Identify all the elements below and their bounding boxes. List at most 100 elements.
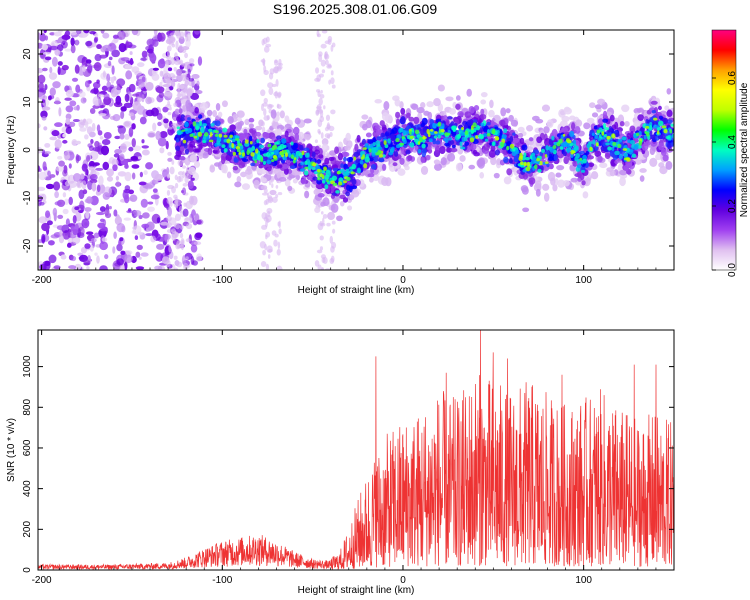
spectrogram-noise [262, 249, 266, 256]
spectrogram-noise [329, 131, 333, 137]
spectrogram-noise [74, 206, 80, 211]
spectrogram-noise [275, 185, 279, 189]
spectrogram-ridge-blob [307, 175, 313, 181]
spectrogram-noise [137, 231, 143, 236]
spectrogram-noise [184, 217, 190, 221]
spectrogram-ridge-blob [209, 165, 216, 173]
spectrogram-noise [111, 65, 115, 75]
spectrogram-noise [185, 238, 191, 243]
spectrogram-ridge-blob [289, 165, 296, 170]
spectrogram-ridge-blob [390, 135, 396, 141]
spectrogram-ridge-blob [671, 133, 674, 139]
spectrogram-noise [42, 67, 48, 72]
spectrogram-ridge-blob [513, 154, 520, 162]
spectrogram-noise [260, 59, 266, 63]
spectrogram-ridge-blob [609, 169, 616, 177]
spectrogram-ridge-blob [480, 108, 485, 115]
spectrogram-ridge-blob [548, 138, 554, 146]
spectrogram-noise [81, 180, 87, 190]
spectrogram-ridge-blob [512, 137, 520, 144]
spectrogram-ridge-blob [577, 170, 582, 179]
spectrogram-ridge-blob [277, 145, 283, 150]
spectrogram-ridge-blob [263, 153, 268, 157]
spectrogram-noise [44, 35, 49, 41]
spectrogram-noise [159, 147, 165, 154]
spectrogram-ridge-blob [532, 155, 536, 160]
spectrogram-ridge-blob [479, 172, 485, 179]
figure-title: S196.2025.308.01.06.G09 [273, 1, 437, 17]
spectrogram-noise [325, 114, 331, 121]
spectrogram-ridge-blob [318, 148, 323, 156]
spectrogram-noise [321, 30, 328, 34]
spectrogram-ridge-blob [593, 125, 598, 130]
spectrogram-noise [168, 245, 172, 253]
spectrogram-noise [320, 43, 327, 49]
spectrogram-noise [74, 223, 79, 234]
spectrogram-noise [174, 213, 181, 222]
spectrogram-noise [262, 37, 268, 45]
spectrogram-ridge-blob [290, 144, 296, 151]
spectrogram-ridge-blob [464, 141, 470, 146]
spectrogram-noise [156, 243, 165, 250]
spectrogram-noise [116, 222, 126, 233]
spectrogram-ridge-blob [198, 120, 202, 127]
spectrogram-noise [81, 65, 87, 73]
spectrogram-ridge-blob [562, 127, 569, 133]
spectrogram-noise [131, 164, 140, 169]
spectrogram-noise [179, 83, 186, 90]
spectrogram-noise [38, 89, 45, 93]
spectrogram-noise [54, 49, 61, 56]
spectrogram-ridge-blob [284, 179, 291, 187]
spectrogram-ridge-blob [657, 105, 662, 111]
spectrogram-noise [127, 208, 132, 212]
spectrogram-ridge-blob [392, 162, 398, 167]
spectrogram-noise [94, 140, 100, 148]
spectrogram-ridge-blob [334, 146, 340, 154]
spectrogram-ridge-blob [202, 123, 207, 127]
spectrogram-noise [119, 237, 124, 242]
spectrogram-noise [47, 240, 55, 246]
spectrogram-ridge-blob [594, 104, 602, 110]
spectrogram-ridge-blob [437, 135, 441, 139]
spectrogram-ridge-blob [206, 109, 213, 117]
spectrogram-noise [185, 256, 189, 261]
spectrogram-noise [132, 101, 142, 112]
spectrogram-noise [52, 81, 61, 89]
spectrogram-ridge-blob [592, 139, 596, 145]
spectrogram-noise [43, 126, 48, 131]
spectrogram-noise [163, 118, 169, 124]
spectrogram-noise [196, 80, 200, 86]
spectrogram-noise [93, 232, 100, 239]
spectrogram-noise [132, 226, 137, 230]
spectrogram-noise [184, 81, 190, 86]
spectrogram-ridge-blob [569, 130, 575, 138]
spectrogram-noise [115, 175, 120, 181]
spectrogram-noise [315, 67, 320, 74]
spectrogram-noise [101, 85, 108, 92]
spectrogram-ridge-blob [541, 148, 546, 154]
spectrogram-noise [41, 233, 46, 243]
spectrogram-noise [179, 224, 184, 230]
spectrogram-noise [175, 40, 179, 50]
spectrogram-noise [276, 265, 283, 270]
spectrogram-noise [98, 93, 105, 98]
spectrogram-ridge-blob [586, 117, 595, 124]
spectrogram-ridge-blob [311, 151, 316, 158]
spectrogram-noise [38, 123, 41, 129]
spectrogram-noise [125, 70, 133, 80]
spectrogram-noise [119, 143, 127, 153]
spectrogram-ridge-blob [397, 168, 406, 176]
spectrogram-ridge-blob [248, 123, 254, 129]
spectrogram-noise [189, 195, 194, 205]
spectrogram-noise [128, 146, 134, 152]
spectrogram-ridge-blob [229, 152, 234, 157]
spectrogram-ridge-blob [269, 189, 277, 196]
spectrogram-noise [165, 78, 172, 86]
spectrogram-noise [177, 82, 181, 91]
spectrogram-ridge-blob [574, 126, 581, 134]
spectrogram-ridge-blob [608, 125, 613, 133]
spectrogram-noise [192, 260, 198, 266]
spectrogram-ridge-blob [637, 114, 644, 122]
spectrogram-ridge-blob [189, 140, 196, 148]
spectrogram-noise [174, 30, 181, 37]
